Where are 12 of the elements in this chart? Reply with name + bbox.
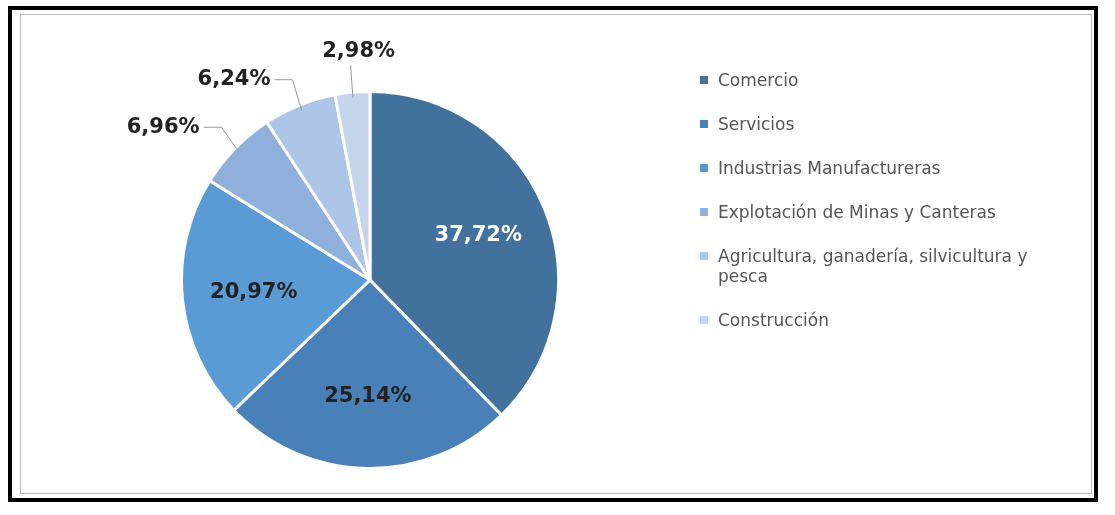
data-label: 20,97% — [210, 278, 298, 303]
legend-label: Explotación de Minas y Canteras — [718, 202, 996, 222]
data-label: 6,24% — [197, 66, 271, 91]
legend-label: Construcción — [718, 310, 829, 330]
data-label: 2,98% — [322, 38, 396, 63]
data-label: 37,72% — [434, 222, 523, 247]
data-label: 25,14% — [324, 383, 412, 408]
data-label: 6,96% — [126, 113, 200, 138]
legend-label: Servicios — [718, 114, 795, 134]
legend-label: Comercio — [718, 70, 799, 90]
legend-label: Agricultura, ganadería, silvicultura y pesca — [718, 246, 1029, 286]
legend-label: Industrias Manufactureras — [718, 158, 941, 178]
